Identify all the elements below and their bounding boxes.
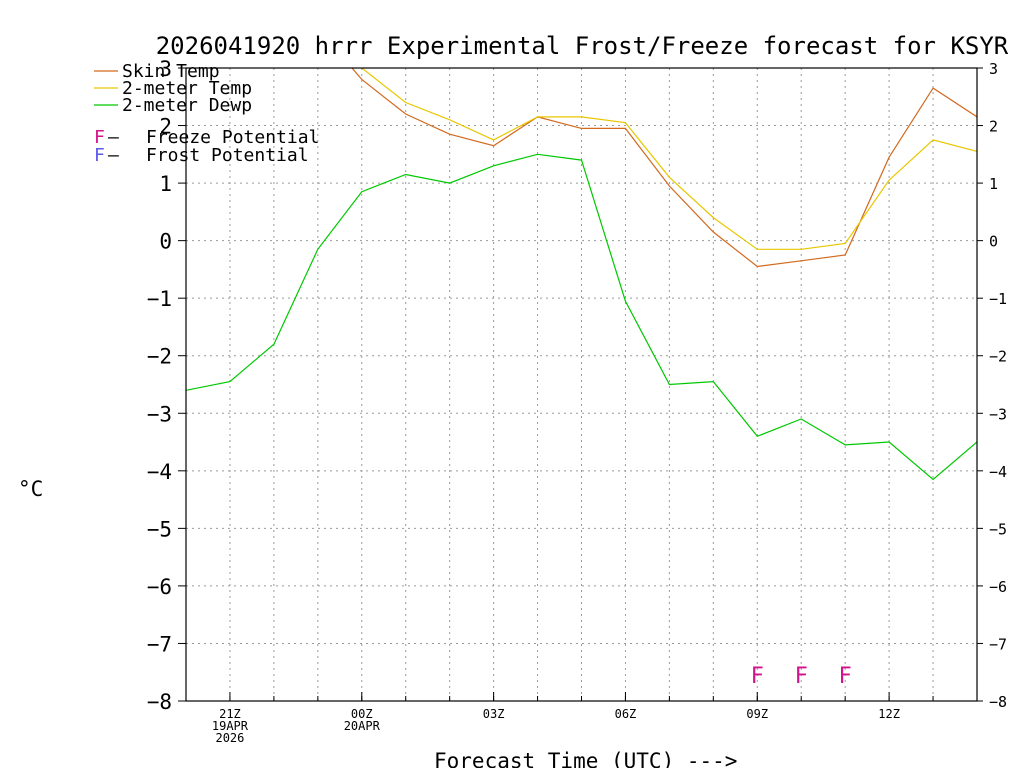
y-tick-label-right: 3 <box>989 60 998 78</box>
y-tick-label: 1 <box>159 172 172 196</box>
legend-frost-marker: F <box>94 145 105 166</box>
y-tick-label: 2 <box>159 115 172 139</box>
y-tick-label-right: 1 <box>989 175 998 193</box>
legend-freeze-marker: F <box>94 127 105 148</box>
y-tick-label: −5 <box>147 517 172 541</box>
y-tick-label: −2 <box>147 345 172 369</box>
x-tick-label: 09Z <box>746 707 768 721</box>
x-tick-label: 19APR <box>212 719 249 733</box>
x-tick-label: 00Z <box>351 707 373 721</box>
y-tick-label: −1 <box>147 287 172 311</box>
freeze-potential-marker: F <box>839 664 852 689</box>
y-tick-label-right: −6 <box>989 578 1007 596</box>
y-tick-label-right: −2 <box>989 348 1007 366</box>
legend-label-skin-temp: Skin Temp <box>122 61 220 82</box>
x-axis-label: Forecast Time (UTC) ---> <box>434 749 737 768</box>
x-tick-label: 06Z <box>615 707 637 721</box>
legend-frost-label: Frost Potential <box>146 145 309 166</box>
y-tick-label-right: −3 <box>989 405 1007 423</box>
y-tick-label-right: −8 <box>989 693 1007 711</box>
y-tick-label: −7 <box>147 632 172 656</box>
series-group <box>186 68 977 481</box>
legend-frost-dash: – <box>108 145 119 166</box>
y-axis-left: 3 2 1 0 −1 −2 −3 −4 −5 −6 −7 −8 <box>147 57 186 714</box>
x-tick-label: 03Z <box>483 707 505 721</box>
freeze-potential-marker: F <box>751 664 764 689</box>
x-tick-label: 21Z <box>219 707 241 721</box>
y-tick-label: 3 <box>159 57 172 81</box>
series-line-skin-temp <box>351 68 977 268</box>
y-tick-label-right: 2 <box>989 118 998 136</box>
y-axis-right: 3 2 1 0 −1 −2 −3 −4 −5 −6 −7 −8 <box>977 60 1007 711</box>
legend-freeze-dash: – <box>108 127 119 148</box>
y-tick-label-right: −4 <box>989 463 1007 481</box>
y-tick-label: −8 <box>147 690 172 714</box>
x-tick-label: 12Z <box>878 707 900 721</box>
plot-frame <box>185 67 978 702</box>
series-line-2-meter-temp <box>360 68 977 250</box>
y-tick-label-right: −5 <box>989 520 1007 538</box>
y-tick-label-right: −7 <box>989 635 1007 653</box>
y-axis-label: °C <box>18 477 43 501</box>
x-tick-label: 2026 <box>215 731 244 745</box>
y-tick-label-right: 0 <box>989 233 998 251</box>
series-line-2-meter-dewp <box>186 153 977 481</box>
y-tick-label: −4 <box>147 460 172 484</box>
legend-label-2m-temp: 2-meter Temp <box>122 78 252 99</box>
y-tick-label: −3 <box>147 402 172 426</box>
legend-freeze-label: Freeze Potential <box>146 127 319 148</box>
chart-title: 2026041920 hrrr Experimental Frost/Freez… <box>156 32 1009 60</box>
y-tick-label-right: −1 <box>989 290 1007 308</box>
legend-label-2m-dewp: 2-meter Dewp <box>122 95 252 116</box>
legend: Skin Temp 2-meter Temp 2-meter Dewp F – … <box>94 61 319 166</box>
y-tick-label: −6 <box>147 575 172 599</box>
y-tick-label: 0 <box>159 230 172 254</box>
x-tick-label: 20APR <box>344 719 381 733</box>
freeze-potential-marker: F <box>795 664 808 689</box>
